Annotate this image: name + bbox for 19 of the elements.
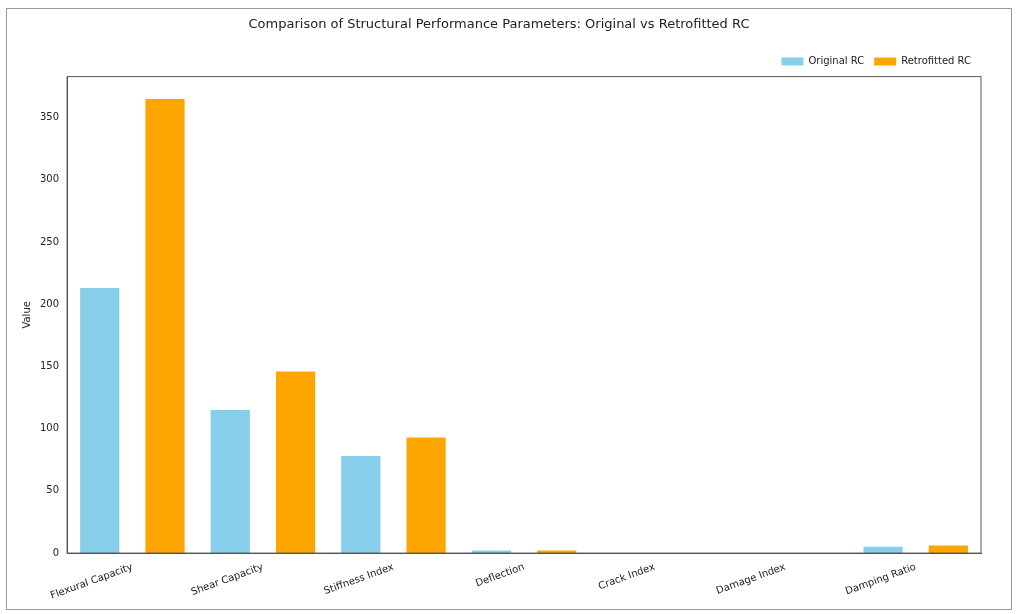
y-tick-label: 0 [52, 546, 60, 558]
y-tick-label: 350 [39, 111, 60, 123]
x-tick-label: Crack Index [596, 560, 657, 592]
y-tick-label: 250 [39, 235, 60, 247]
chart-title: Comparison of Structural Performance Parameters: Original vs Retrofitted RC [248, 16, 750, 32]
y-tick-label: 50 [46, 484, 60, 496]
y-tick-label: 200 [39, 297, 60, 309]
bar [145, 98, 185, 554]
bar [80, 288, 120, 554]
bar [406, 437, 446, 554]
legend-label: Original RC [808, 55, 865, 67]
bar [210, 410, 250, 554]
y-tick-label: 150 [39, 360, 60, 372]
bar [275, 371, 316, 554]
legend-label: Retrofitted RC [901, 55, 972, 67]
y-axis-title: Value [20, 301, 32, 329]
y-tick-label: 300 [39, 173, 60, 185]
y-tick-label: 100 [39, 422, 60, 434]
bar [341, 456, 381, 554]
